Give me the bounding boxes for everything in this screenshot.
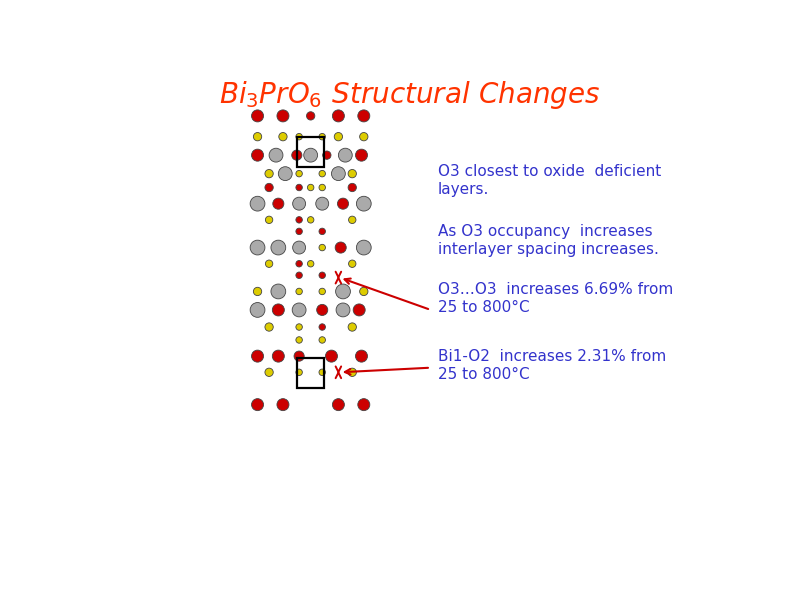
Circle shape — [326, 350, 338, 362]
Circle shape — [348, 169, 357, 178]
Circle shape — [357, 240, 371, 255]
Circle shape — [319, 369, 326, 376]
Circle shape — [292, 150, 302, 160]
Circle shape — [294, 351, 304, 361]
Circle shape — [254, 287, 262, 296]
Circle shape — [317, 304, 328, 316]
Circle shape — [319, 272, 326, 278]
Circle shape — [296, 228, 302, 235]
Circle shape — [251, 350, 263, 362]
Circle shape — [319, 184, 326, 191]
Circle shape — [293, 241, 306, 254]
Circle shape — [355, 149, 367, 161]
Circle shape — [251, 110, 263, 122]
Circle shape — [358, 110, 370, 122]
Circle shape — [296, 133, 302, 140]
Circle shape — [277, 110, 289, 122]
Text: Bi1-O2  increases 2.31% from
25 to 800°C: Bi1-O2 increases 2.31% from 25 to 800°C — [438, 349, 666, 382]
Circle shape — [254, 133, 262, 141]
Circle shape — [360, 287, 368, 296]
Circle shape — [335, 242, 346, 253]
Circle shape — [292, 303, 306, 317]
Circle shape — [332, 398, 344, 410]
Circle shape — [307, 260, 314, 267]
Circle shape — [319, 133, 326, 140]
Circle shape — [319, 337, 326, 343]
Circle shape — [355, 350, 367, 362]
Circle shape — [269, 148, 283, 162]
Circle shape — [265, 184, 274, 191]
Text: O3 closest to oxide  deficient
layers.: O3 closest to oxide deficient layers. — [438, 164, 661, 197]
Circle shape — [319, 228, 326, 235]
Circle shape — [336, 284, 350, 299]
Circle shape — [331, 167, 346, 181]
Bar — [297, 358, 324, 388]
Circle shape — [357, 196, 371, 211]
Circle shape — [336, 303, 350, 317]
Circle shape — [348, 323, 357, 331]
Circle shape — [338, 148, 352, 162]
Text: O3…O3  increases 6.69% from
25 to 800°C: O3…O3 increases 6.69% from 25 to 800°C — [438, 282, 673, 314]
Circle shape — [265, 368, 274, 376]
Circle shape — [316, 197, 329, 210]
Circle shape — [250, 196, 265, 211]
Circle shape — [266, 216, 273, 224]
Circle shape — [307, 184, 314, 191]
Circle shape — [278, 167, 292, 181]
Circle shape — [296, 369, 302, 376]
Circle shape — [349, 260, 356, 268]
Circle shape — [360, 133, 368, 141]
Circle shape — [322, 151, 331, 160]
Circle shape — [349, 216, 356, 224]
Circle shape — [307, 217, 314, 223]
Circle shape — [265, 169, 274, 178]
Circle shape — [271, 284, 286, 299]
Circle shape — [250, 302, 265, 317]
Text: $\mathit{Bi_3PrO_6}$ $\mathit{Structural\ Changes}$: $\mathit{Bi_3PrO_6}$ $\mathit{Structural… — [219, 79, 601, 111]
Circle shape — [293, 197, 306, 210]
Circle shape — [273, 198, 284, 209]
Circle shape — [250, 240, 265, 255]
Circle shape — [306, 112, 315, 120]
Circle shape — [348, 184, 357, 191]
Circle shape — [296, 260, 302, 267]
Circle shape — [272, 304, 284, 316]
Circle shape — [251, 398, 263, 410]
Circle shape — [277, 398, 289, 410]
Circle shape — [272, 350, 284, 362]
Circle shape — [319, 324, 326, 330]
Circle shape — [278, 133, 287, 141]
Circle shape — [358, 398, 370, 410]
Circle shape — [296, 272, 302, 278]
Text: As O3 occupancy  increases
interlayer spacing increases.: As O3 occupancy increases interlayer spa… — [438, 224, 658, 257]
Circle shape — [319, 170, 326, 177]
Circle shape — [348, 368, 357, 376]
Circle shape — [266, 260, 273, 268]
Circle shape — [319, 244, 326, 251]
Circle shape — [251, 149, 263, 161]
Circle shape — [332, 110, 344, 122]
Circle shape — [296, 217, 302, 223]
Circle shape — [271, 240, 286, 255]
Circle shape — [353, 304, 365, 316]
Circle shape — [296, 184, 302, 191]
Circle shape — [296, 324, 302, 330]
Circle shape — [296, 288, 302, 295]
Circle shape — [296, 170, 302, 177]
Circle shape — [334, 133, 342, 141]
Circle shape — [304, 148, 318, 162]
Circle shape — [338, 198, 349, 209]
Circle shape — [265, 323, 274, 331]
Bar — [297, 137, 324, 167]
Circle shape — [296, 337, 302, 343]
Circle shape — [319, 288, 326, 295]
